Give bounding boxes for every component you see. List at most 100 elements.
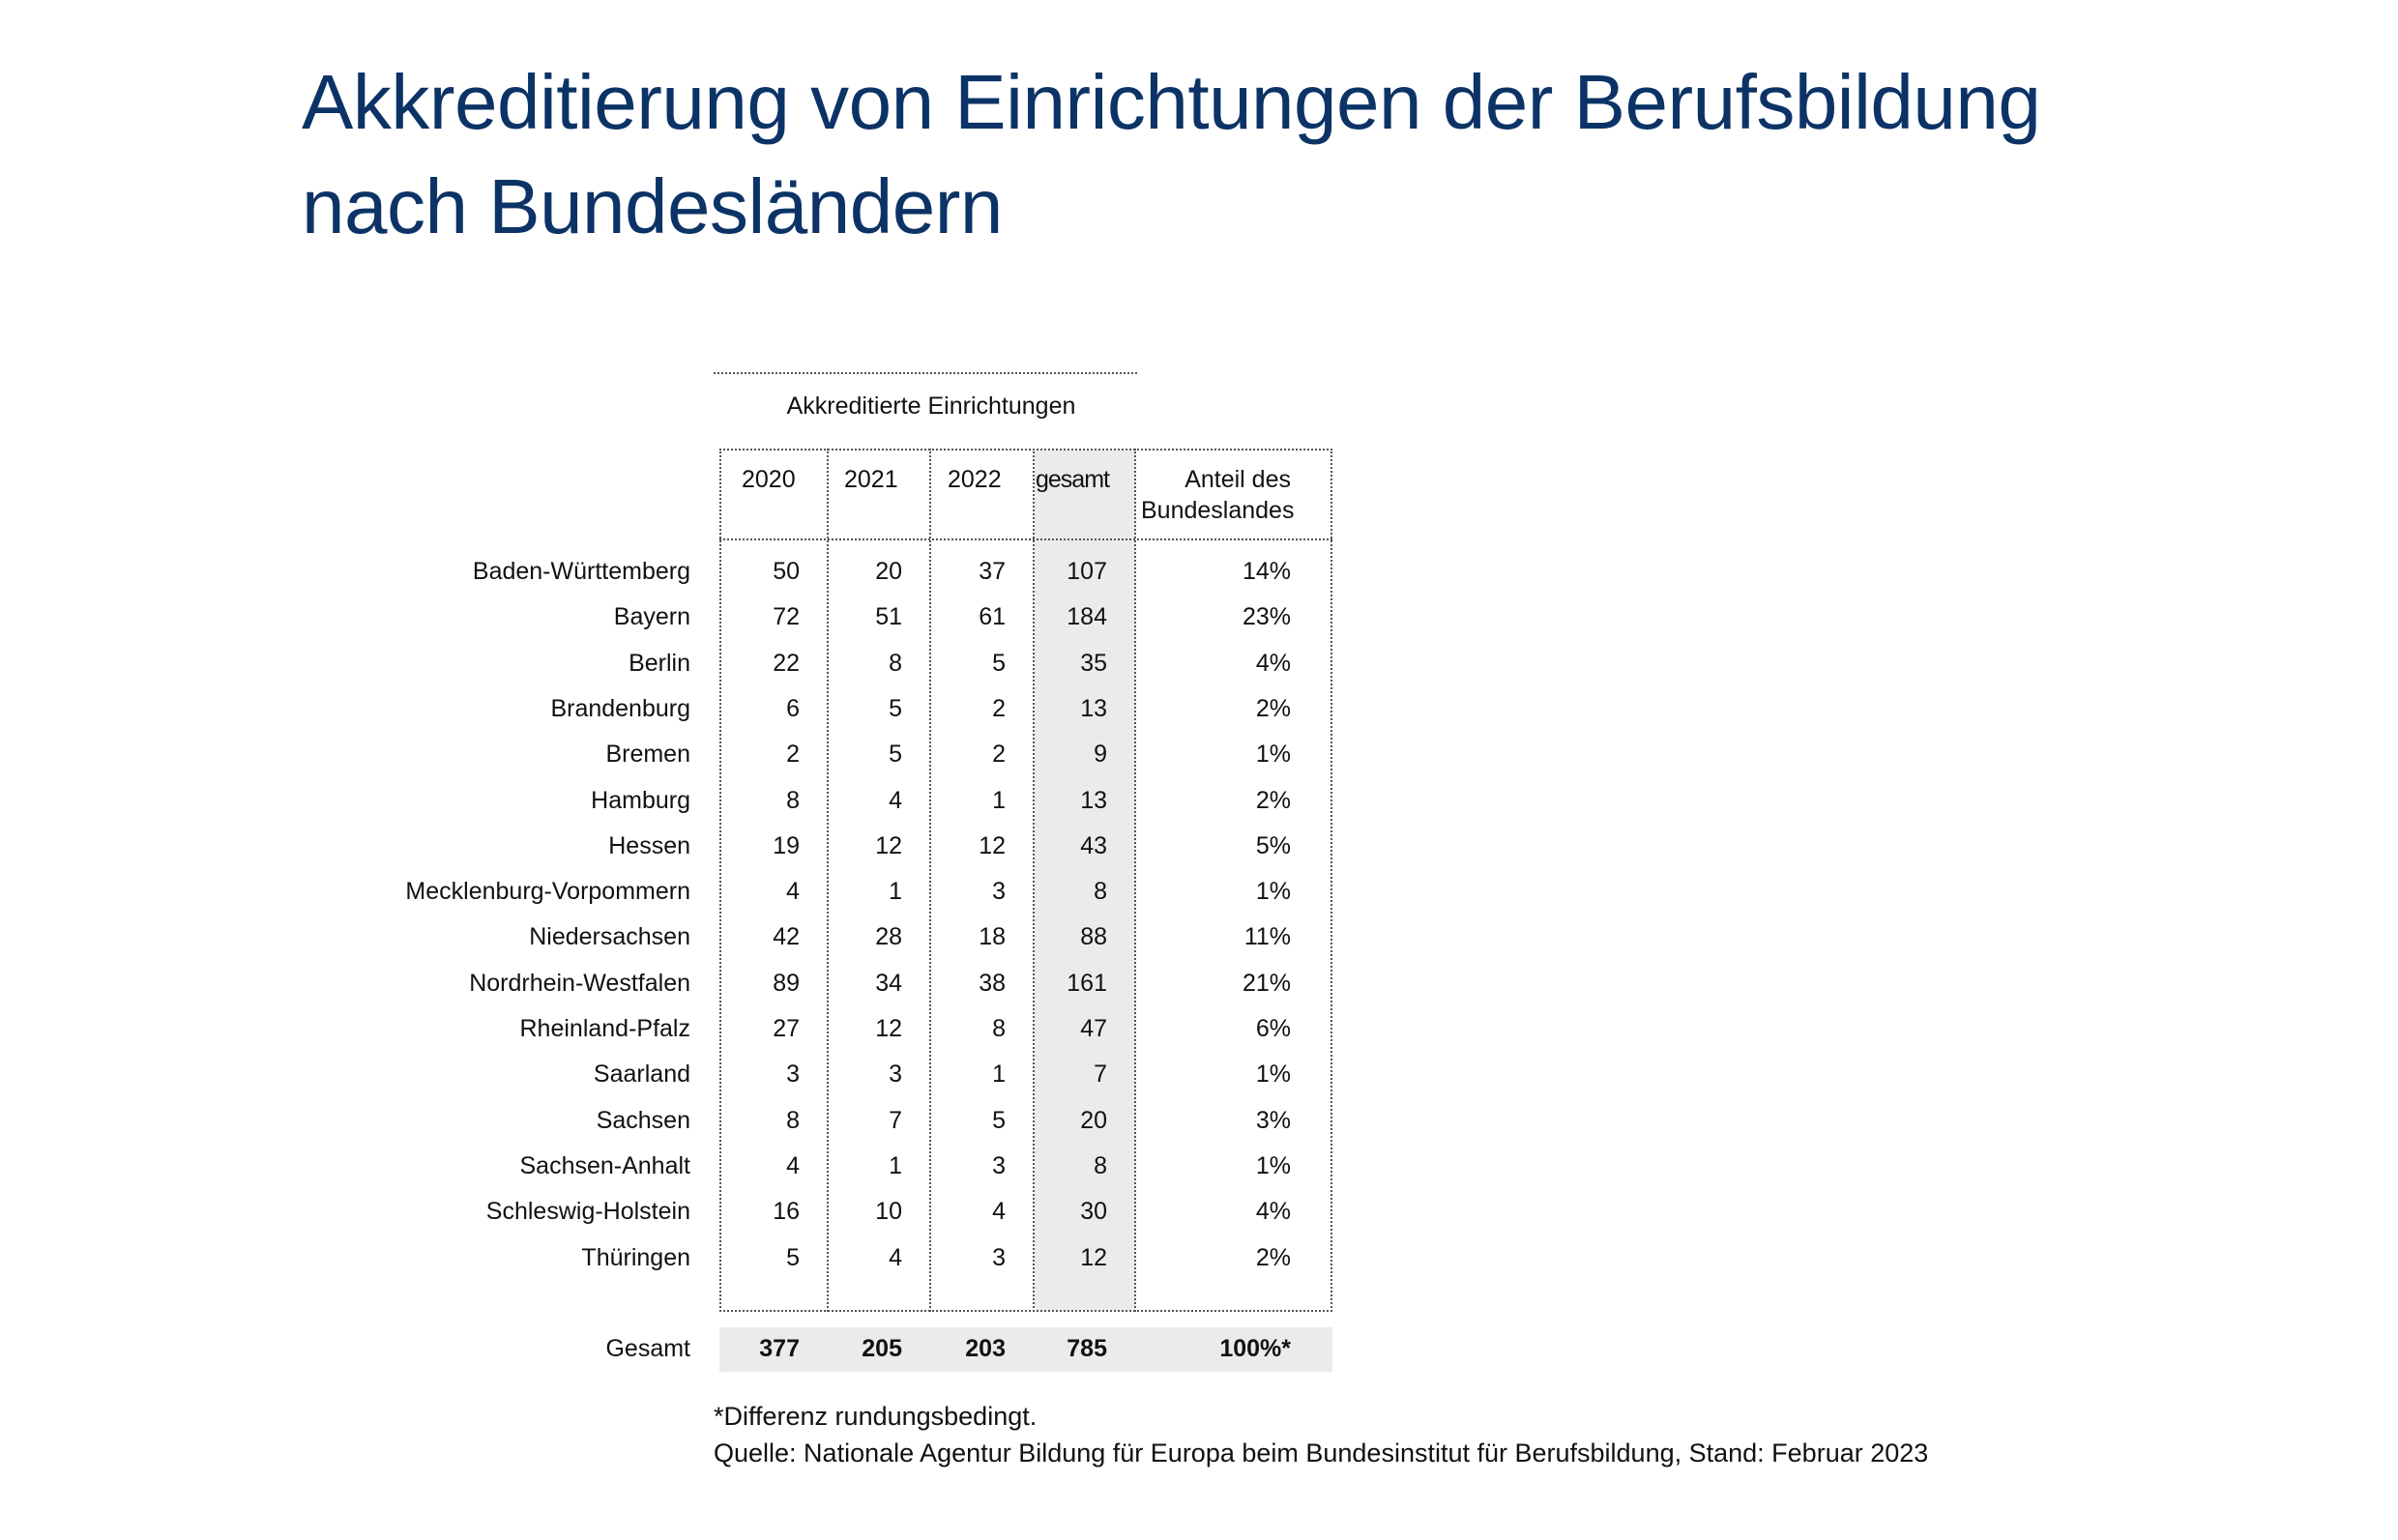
header-line: Anteil des: [1184, 466, 1291, 493]
table-cell: 20: [1080, 1106, 1107, 1134]
table-cell: 4: [786, 878, 800, 906]
table-cell: 37: [979, 558, 1006, 585]
column-header-gesamt: gesamt: [1036, 466, 1110, 493]
table-row: Mecklenburg-Vorpommern 4 1 3 8 1%: [0, 869, 1354, 915]
table-cell: 13: [1080, 694, 1107, 722]
table-cell: 12: [875, 1015, 902, 1042]
table-row: Rheinland-Pfalz 27 12 8 47 6%: [0, 1006, 1354, 1052]
table-cell: 10: [875, 1198, 902, 1226]
column-divider: [929, 449, 931, 1312]
table-cell: 72: [773, 603, 800, 631]
row-label: Saarland: [593, 1061, 690, 1089]
row-label: Nordrhein-Westfalen: [469, 969, 690, 997]
table-cell: 3: [992, 878, 1006, 906]
table-row: Thüringen 5 4 3 12 2%: [0, 1235, 1354, 1281]
row-label: Bayern: [613, 603, 690, 631]
table-cell: 4: [889, 786, 902, 814]
column-header-2022: 2022: [948, 466, 1002, 493]
table-cell: 184: [1067, 603, 1107, 631]
table-cell: 8: [1094, 878, 1107, 906]
table-cell: 8: [1094, 1151, 1107, 1179]
row-label: Sachsen: [596, 1106, 690, 1134]
table-cell: 205: [862, 1335, 902, 1362]
table-row: Sachsen 8 7 5 20 3%: [0, 1098, 1354, 1144]
table-cell: 3%: [1255, 1106, 1291, 1134]
table-cell: 100%*: [1219, 1335, 1291, 1362]
table-row: Nordrhein-Westfalen 89 34 38 161 21%: [0, 961, 1354, 1006]
table-cell: 22: [773, 649, 800, 677]
column-header-2021: 2021: [844, 466, 898, 493]
table-cell: 5%: [1255, 831, 1291, 859]
table-cell: 11%: [1243, 923, 1291, 951]
table-cell: 13: [1080, 786, 1107, 814]
table-cell: 2: [992, 694, 1006, 722]
table-cell: 4: [889, 1243, 902, 1271]
row-label: Thüringen: [581, 1243, 690, 1271]
table-row: Bremen 2 5 2 9 1%: [0, 732, 1354, 777]
table-cell: 2%: [1255, 786, 1291, 814]
total-row: Gesamt 377 205 203 785 100%*: [0, 1326, 1354, 1372]
row-label: Sachsen-Anhalt: [519, 1151, 690, 1179]
footnote: *Differenz rundungsbedingt.: [714, 1402, 1038, 1431]
title-line-2: nach Bundesländern: [302, 163, 1003, 249]
table-cell: 16: [773, 1198, 800, 1226]
table-cell: 8: [992, 1015, 1006, 1042]
total-row-background: [719, 1327, 1332, 1372]
table-cell: 4: [992, 1198, 1006, 1226]
column-divider: [1033, 449, 1035, 1312]
table-cell: 19: [773, 831, 800, 859]
row-label: Hessen: [608, 831, 690, 859]
table-cell: 2: [992, 741, 1006, 769]
row-label: Rheinland-Pfalz: [519, 1015, 691, 1042]
table-cell: 3: [889, 1061, 902, 1089]
table-cell: 21%: [1242, 969, 1291, 997]
table-row: Niedersachsen 42 28 18 88 11%: [0, 915, 1354, 960]
table-cell: 27: [773, 1015, 800, 1042]
page-title: Akkreditierung von Einrichtungen der Ber…: [302, 50, 2041, 259]
table-cell: 23%: [1242, 603, 1291, 631]
source-note: Quelle: Nationale Agentur Bildung für Eu…: [714, 1438, 1929, 1467]
table-frame: [719, 449, 1332, 1312]
column-header-2020: 2020: [742, 466, 796, 493]
table-cell: 161: [1067, 969, 1107, 997]
table-cell: 1%: [1255, 878, 1291, 906]
column-divider: [1134, 449, 1136, 1312]
table-cell: 4: [786, 1151, 800, 1179]
table-cell: 61: [979, 603, 1006, 631]
table-cell: 1: [889, 1151, 902, 1179]
table-cell: 18: [979, 923, 1006, 951]
row-label: Hamburg: [591, 786, 690, 814]
table-cell: 35: [1080, 649, 1107, 677]
table-cell: 4%: [1255, 649, 1291, 677]
table-cell: 12: [1080, 1243, 1107, 1271]
table-cell: 3: [992, 1151, 1006, 1179]
table-cell: 107: [1067, 558, 1107, 585]
table-cell: 203: [965, 1335, 1006, 1362]
table-cell: 1: [889, 878, 902, 906]
row-label: Mecklenburg-Vorpommern: [405, 878, 690, 906]
divider: [714, 372, 1137, 374]
table-row: Hamburg 8 4 1 13 2%: [0, 778, 1354, 824]
table-row: Saarland 3 3 1 7 1%: [0, 1052, 1354, 1097]
table-row: Baden-Württemberg 50 20 37 107 14%: [0, 549, 1354, 595]
table-cell: 50: [773, 558, 800, 585]
table-cell: 8: [786, 1106, 800, 1134]
table-cell: 6: [786, 694, 800, 722]
table-cell: 12: [875, 831, 902, 859]
table-cell: 1: [992, 786, 1006, 814]
table-cell: 7: [1094, 1061, 1107, 1089]
table-cell: 34: [875, 969, 902, 997]
table-row: Schleswig-Holstein 16 10 4 30 4%: [0, 1189, 1354, 1235]
table-row: Berlin 22 8 5 35 4%: [0, 641, 1354, 686]
table-cell: 377: [759, 1335, 800, 1362]
table-cell: 1%: [1255, 1061, 1291, 1089]
table-cell: 2%: [1255, 1243, 1291, 1271]
table-cell: 30: [1080, 1198, 1107, 1226]
column-divider: [827, 449, 829, 1312]
table-cell: 89: [773, 969, 800, 997]
table-cell: 3: [786, 1061, 800, 1089]
table-cell: 14%: [1242, 558, 1291, 585]
table-row: Sachsen-Anhalt 4 1 3 8 1%: [0, 1144, 1354, 1189]
table-row: Bayern 72 51 61 184 23%: [0, 595, 1354, 640]
table-cell: 5: [992, 1106, 1006, 1134]
